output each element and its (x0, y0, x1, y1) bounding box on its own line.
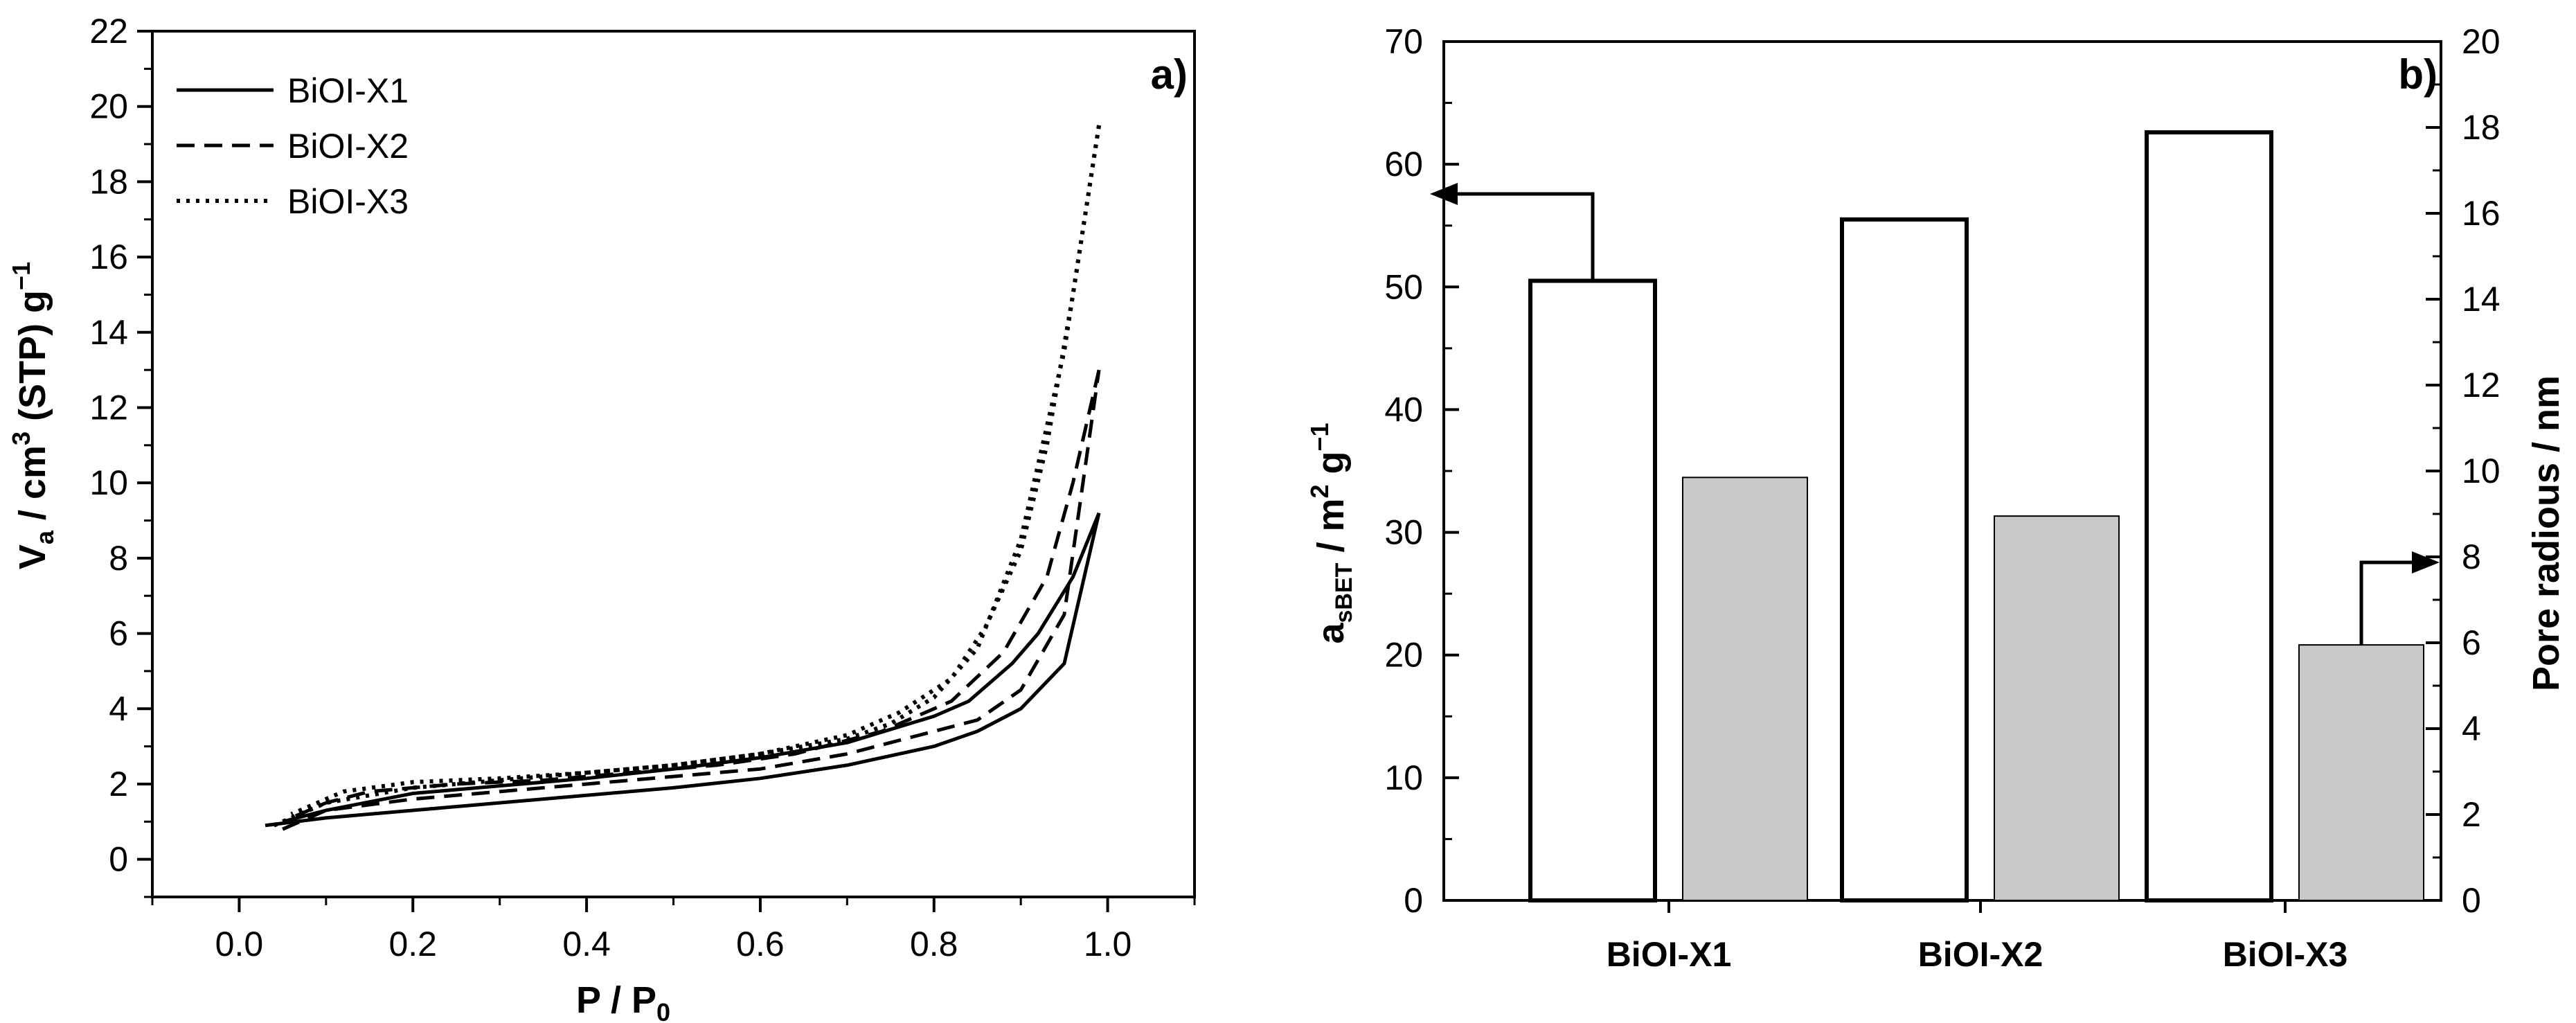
x-tick-label-a: 0.2 (388, 925, 437, 963)
y-label-part: V (12, 544, 53, 569)
y-left-tick-label-b: 60 (1384, 145, 1423, 184)
x-tick-label-a: 0.4 (562, 925, 611, 963)
y-right-tick-label-b: 18 (2462, 108, 2501, 147)
panel-label-b: b) (2398, 51, 2438, 98)
y-left-tick-label-b: 10 (1384, 758, 1423, 797)
y-tick-label-a: 20 (89, 87, 128, 126)
y-left-tick-label-b: 30 (1384, 513, 1423, 552)
y-right-tick-label-b: 10 (2462, 452, 2501, 490)
arrow-to-right-axis (2359, 560, 2420, 646)
y-tick-label-a: 8 (109, 539, 128, 578)
bar-pore-radius-bioi-x3 (2298, 644, 2424, 901)
bars-b (1528, 130, 2424, 903)
y-right-tick-label-b: 16 (2462, 194, 2501, 233)
panel-label-a: a) (1151, 51, 1188, 98)
bar-asbet-bioi-x2 (1840, 217, 1969, 903)
axes-b: 0 10 20 30 40 50 60 70 0 2 4 6 8 10 12 14 16 18 20 BiOI-X1 B… (1384, 22, 2500, 974)
y-left-tick-label-b: 0 (1404, 881, 1423, 920)
y-label-part: / m (1310, 499, 1352, 563)
arrowhead-right (2412, 551, 2440, 573)
y-right-tick-label-b: 20 (2462, 22, 2501, 61)
y-axis-label-left-b: asBET / m2 g−1 (1305, 422, 1357, 643)
arrowhead-left (1430, 183, 1458, 205)
bar-asbet-bioi-x3 (2145, 130, 2273, 903)
y-label-sup: 2 (1305, 485, 1334, 499)
y-right-tick-label-b: 0 (2462, 881, 2481, 920)
axes-a: 0.0 0.2 0.4 0.6 0.8 1.0 0 2 4 6 8 10 12 14 16 18 20 22 (89, 12, 1196, 963)
chart-panel-a: 0.0 0.2 0.4 0.6 0.8 1.0 0 2 4 6 8 10 12 14 16 18 20 22 Bi… (7, 12, 1196, 1023)
x-tick-label-a: 0.6 (736, 925, 785, 963)
y-tick-label-a: 22 (89, 12, 128, 51)
axis-arrows (1430, 183, 2440, 646)
y-tick-label-a: 4 (109, 689, 128, 728)
isotherm-bioi-x1-adsorption (265, 513, 1101, 828)
legend-label-bioi-x3: BiOI-X3 (287, 182, 409, 221)
y-tick-label-a: 14 (89, 313, 128, 352)
isotherm-bioi-x3-desorption (290, 125, 1102, 817)
legend-label-bioi-x1: BiOI-X1 (287, 71, 409, 110)
y-left-tick-label-b: 50 (1384, 267, 1423, 306)
x-axis-label-a: P / P0 (576, 979, 670, 1023)
y-label-part: (STP) g (12, 290, 53, 432)
chart-panel-b: 0 10 20 30 40 50 60 70 0 2 4 6 8 10 12 14 16 18 20 BiOI-X1 B… (1305, 22, 2567, 974)
x-axis-label-main: P / P (576, 979, 656, 1021)
bar-asbet-bioi-x1 (1528, 278, 1657, 902)
y-label-part: g (1310, 452, 1352, 485)
y-tick-label-a: 12 (89, 388, 128, 427)
y-label-part: a (1310, 623, 1352, 644)
x-tick-label-a: 0.8 (910, 925, 958, 963)
legend-a: BiOI-X1 BiOI-X2 BiOI-X3 (177, 71, 409, 221)
isotherm-bioi-x1-desorption (282, 512, 1101, 824)
y-left-tick-label-b: 40 (1384, 390, 1423, 429)
y-right-tick-label-b: 14 (2462, 280, 2501, 319)
y-right-tick-label-b: 8 (2462, 537, 2481, 576)
y-tick-label-a: 18 (89, 162, 128, 201)
y-right-tick-label-b: 4 (2462, 709, 2481, 748)
bar-pore-radius-bioi-x1 (1682, 477, 1808, 901)
y-right-tick-label-b: 2 (2462, 795, 2481, 834)
y-label-sup: 3 (7, 432, 35, 445)
y-label-sup: −1 (1305, 422, 1334, 451)
legend-label-bioi-x2: BiOI-X2 (287, 127, 409, 166)
arrow-to-left-axis (1451, 192, 1595, 281)
y-left-tick-label-b: 70 (1384, 22, 1423, 61)
x-category-label-b: BiOI-X2 (1918, 935, 2043, 974)
y-tick-label-a: 0 (109, 840, 128, 879)
x-axis-label-sub: 0 (656, 998, 670, 1023)
x-category-label-b: BiOI-X3 (2223, 935, 2348, 974)
y-tick-label-a: 2 (109, 765, 128, 803)
y-axis-label-a: Va / cm3 (STP) g−1 (7, 262, 59, 569)
isotherm-bioi-x2-desorption (290, 369, 1101, 820)
y-tick-label-a: 6 (109, 614, 128, 653)
y-left-tick-label-b: 20 (1384, 636, 1423, 675)
y-right-tick-label-b: 6 (2462, 623, 2481, 662)
y-label-part: / cm (12, 445, 53, 531)
y-tick-label-a: 16 (89, 238, 128, 276)
x-category-label-b: BiOI-X1 (1607, 935, 1732, 974)
bar-pore-radius-bioi-x2 (1994, 515, 2120, 901)
x-tick-label-a: 0.0 (215, 925, 264, 963)
x-tick-label-a: 1.0 (1084, 925, 1132, 963)
y-axis-label-right-b: Pore radious / nm (2525, 375, 2567, 691)
y-tick-label-a: 10 (89, 463, 128, 502)
y-label-sup: −1 (7, 262, 35, 290)
isotherm-lines (265, 125, 1102, 831)
y-label-sub: sBET (1331, 562, 1357, 623)
y-label-sub: a (30, 530, 59, 544)
isotherm-bioi-x2-adsorption (282, 369, 1101, 831)
y-right-tick-label-b: 12 (2462, 366, 2501, 404)
